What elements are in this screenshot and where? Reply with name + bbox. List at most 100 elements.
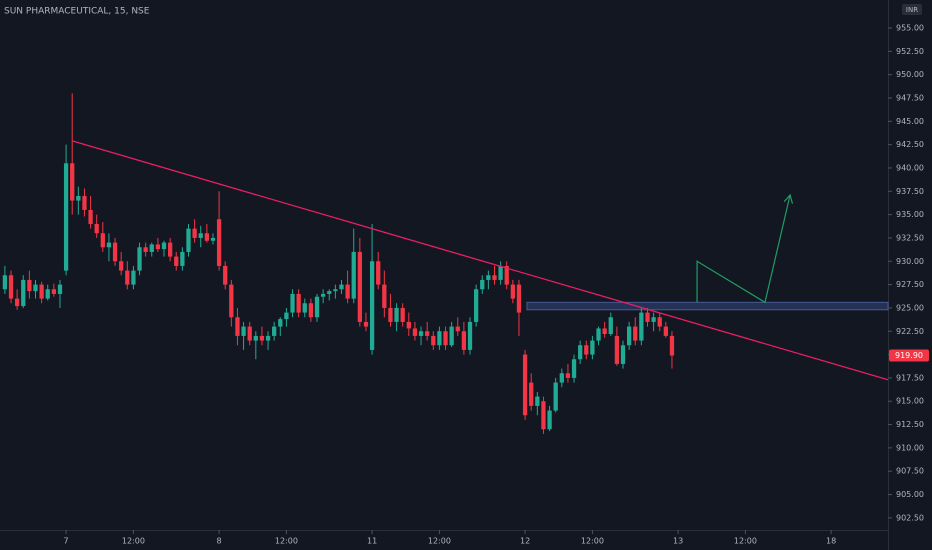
y-tick-label: 902.50	[896, 513, 924, 522]
y-tick-label: 950.00	[896, 70, 924, 79]
candle-body	[559, 373, 564, 383]
last-price-badge	[889, 349, 929, 362]
candle-body	[296, 293, 301, 313]
candle-body	[278, 319, 283, 327]
candle-body	[522, 354, 528, 416]
candle-body	[369, 261, 375, 350]
candle-body	[553, 382, 558, 411]
candle-body	[216, 219, 222, 266]
y-tick-label: 947.50	[896, 93, 924, 102]
candle-body	[186, 228, 191, 252]
y-tick-label: 955.00	[896, 23, 924, 32]
candle-body	[382, 284, 387, 308]
x-tick-label: 12	[520, 537, 530, 546]
candle-body	[125, 270, 130, 285]
y-tick-label: 930.00	[896, 257, 924, 266]
candle-body	[510, 284, 515, 299]
candle-body	[2, 275, 8, 290]
candle-body	[57, 284, 63, 294]
candle-body	[137, 247, 142, 271]
candle-body	[229, 284, 234, 318]
projection-arrow	[696, 194, 791, 304]
candle-body	[376, 261, 381, 285]
trendline	[72, 140, 889, 381]
candle-body	[345, 284, 350, 299]
x-tick-label: 8	[217, 537, 222, 546]
candle-body	[290, 293, 295, 313]
candle-body	[357, 251, 362, 322]
candle-body	[498, 265, 503, 280]
candle-body	[76, 195, 81, 201]
y-tick-label: 945.00	[896, 117, 924, 126]
candle-body	[161, 242, 167, 250]
candle-body	[400, 307, 405, 322]
candle-body	[437, 331, 442, 346]
candle-body	[651, 317, 656, 322]
y-tick-label: 940.00	[896, 163, 924, 172]
candle-body	[210, 237, 216, 241]
candle-body	[106, 242, 112, 248]
candle-body	[112, 242, 118, 262]
candle-body	[645, 312, 650, 322]
candle-body	[443, 331, 448, 346]
candle-body	[461, 331, 467, 350]
currency-badge	[902, 4, 922, 15]
y-tick-label: 932.50	[896, 233, 924, 242]
candle-body	[455, 326, 460, 332]
candle-body	[27, 279, 32, 292]
candle-body	[302, 303, 307, 313]
candle-body	[119, 261, 124, 271]
candle-body	[155, 244, 161, 250]
candle-body	[327, 291, 332, 294]
candle-body	[418, 331, 424, 336]
candle-body	[663, 326, 668, 336]
candle-body	[529, 382, 534, 406]
candle-body	[284, 312, 289, 320]
last-price-label: 919.90	[895, 351, 923, 360]
candle-body	[94, 223, 99, 234]
plot-area	[2, 93, 889, 434]
y-tick-label: 922.50	[896, 327, 924, 336]
candle-body	[602, 328, 607, 335]
x-tick-label: 13	[673, 537, 683, 546]
y-tick-label: 942.50	[896, 140, 924, 149]
candle-body	[449, 326, 454, 346]
candle-body	[33, 284, 38, 292]
candle-body	[235, 317, 240, 336]
candle-body	[63, 163, 69, 271]
candle-body	[614, 335, 620, 364]
candle-body	[412, 328, 418, 336]
y-tick-label: 915.00	[896, 397, 924, 406]
candle-body	[578, 345, 583, 360]
x-tick-label: 12:00	[122, 537, 145, 546]
candle-body	[320, 293, 326, 297]
candle-body	[45, 289, 50, 299]
x-tick-label: 12:00	[581, 537, 604, 546]
candle-body	[657, 317, 662, 327]
candle-body	[259, 335, 265, 341]
arrow-head	[783, 193, 794, 204]
x-tick-label: 18	[826, 537, 836, 546]
candle-body	[51, 289, 56, 294]
x-tick-label: 12:00	[428, 537, 451, 546]
candle-body	[547, 410, 552, 430]
candle-body	[192, 228, 197, 238]
candle-body	[70, 163, 75, 201]
x-tick-label: 7	[64, 537, 69, 546]
candle-body	[596, 328, 601, 341]
candle-body	[351, 251, 356, 299]
candle-body	[406, 321, 411, 329]
candle-body	[308, 303, 314, 318]
chart-title: SUN PHARMACEUTICAL, 15, NSE	[4, 7, 150, 17]
candle-body	[590, 340, 595, 355]
candle-body	[167, 242, 173, 257]
currency: INR	[906, 6, 918, 14]
candle-body	[626, 326, 632, 346]
candle-body	[492, 275, 497, 280]
candle-body	[584, 345, 589, 355]
candle-body	[333, 289, 338, 292]
candle-body	[620, 345, 626, 364]
candle-body	[565, 373, 571, 378]
